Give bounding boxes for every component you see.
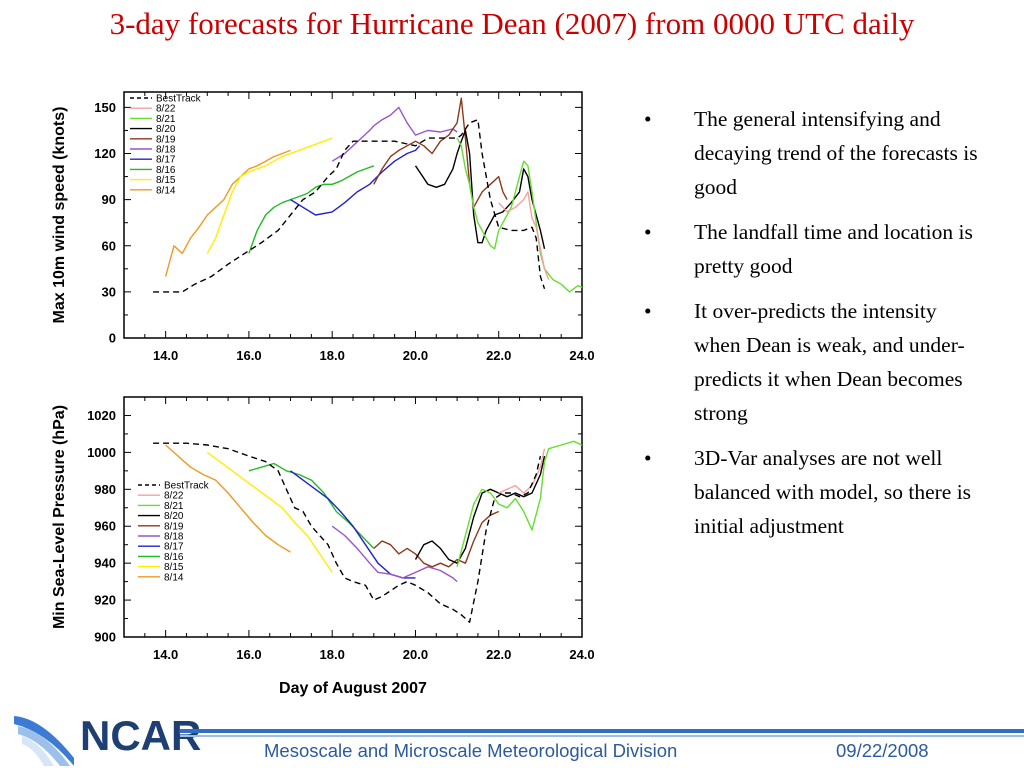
- series-line-besttrack: [153, 442, 542, 623]
- legend-label: 8/14: [164, 572, 184, 583]
- bullet-item: • The landfall time and location is prett…: [640, 215, 980, 283]
- series-line-8-16: [248, 165, 375, 254]
- legend-label: 8/20: [156, 124, 176, 135]
- legend-label: 8/16: [156, 165, 176, 176]
- plot-frame: [123, 91, 583, 339]
- legend-label: 8/14: [156, 185, 176, 196]
- x-tick-label: 18.0: [320, 647, 345, 662]
- y-tick-label: 0: [109, 331, 116, 346]
- bullet-text: 3D-Var analyses are not well balanced wi…: [694, 446, 972, 538]
- slide-title: 3-day forecasts for Hurricane Dean (2007…: [109, 6, 915, 41]
- series-line-8-18: [331, 525, 458, 583]
- legend-label: 8/21: [156, 114, 176, 125]
- legend-label: 8/18: [156, 145, 176, 156]
- legend-label: 8/15: [156, 175, 176, 186]
- y-axis-label: Max 10m wind speed (knots): [51, 107, 68, 324]
- series-line-8-15: [206, 137, 333, 254]
- x-tick-label: 20.0: [403, 647, 428, 662]
- bullet-text: It over-predicts the intensity when Dean…: [694, 299, 965, 425]
- y-tick-label: 980: [94, 482, 116, 497]
- series-line-8-17: [290, 470, 416, 579]
- y-axis-label: Min Sea-Level Pressure (hPa): [51, 405, 68, 629]
- legend-label: 8/19: [164, 521, 184, 532]
- charts-canvas: 14.0 16.0 18.0 20.0 22.0 24.0 0 30 60 90 120 150 Max…: [51, 91, 595, 697]
- x-tick-label: 14.0: [153, 647, 178, 662]
- x-tick-label: 16.0: [236, 348, 261, 363]
- y-tick-label: 940: [94, 556, 116, 571]
- y-tick-label: 30: [102, 284, 116, 299]
- y-tick-label: 1020: [87, 408, 116, 423]
- series-line-besttrack: [153, 119, 546, 293]
- y-tick-label: 1000: [87, 445, 116, 460]
- series-line-8-20: [414, 455, 546, 564]
- legend-label: BestTrack: [156, 94, 202, 105]
- series-line-8-21: [456, 137, 583, 293]
- bullet-item: • It over-predicts the intensity when Dea…: [640, 294, 980, 430]
- legend-label: 8/18: [164, 532, 184, 543]
- series-line-8-15: [206, 451, 333, 573]
- legend-label: BestTrack: [164, 481, 210, 492]
- footer-division: Mesoscale and Microscale Meteorological …: [264, 740, 678, 761]
- legend-label: 8/21: [164, 501, 184, 512]
- y-tick-label: 60: [102, 238, 116, 253]
- series-line-8-22: [498, 448, 546, 494]
- bullet-item: • The general intensifying and decaying t…: [640, 102, 980, 204]
- series-line-8-17: [290, 145, 421, 216]
- plot-frame: [123, 396, 583, 638]
- legend-label: 8/22: [164, 491, 184, 502]
- bullet-dot: •: [644, 220, 652, 244]
- legend-label: 8/16: [164, 552, 184, 563]
- y-tick-label: 90: [102, 192, 116, 207]
- series-line-8-18: [331, 106, 458, 162]
- legend-label: 8/19: [156, 134, 176, 145]
- y-tick-label: 960: [94, 519, 116, 534]
- x-tick-label: 22.0: [486, 348, 511, 363]
- y-tick-label: 150: [94, 100, 116, 115]
- legend-label: 8/17: [164, 542, 184, 553]
- bullet-dot: •: [644, 107, 652, 131]
- y-tick-label: 120: [94, 146, 116, 161]
- bullet-text: The landfall time and location is pretty…: [694, 220, 973, 278]
- y-tick-label: 900: [94, 630, 116, 645]
- x-tick-label: 24.0: [569, 647, 594, 662]
- x-tick-label: 14.0: [153, 348, 178, 363]
- x-axis-label: Day of August 2007: [279, 680, 427, 697]
- footer-divider: [180, 729, 1024, 733]
- bullet-dot: •: [644, 299, 652, 323]
- series-line-8-16: [248, 462, 375, 549]
- legend-label: 8/22: [156, 104, 176, 115]
- series-line-8-21: [456, 440, 583, 567]
- legend-label: 8/15: [164, 562, 184, 573]
- series-line-8-19: [373, 510, 499, 568]
- series-line-8-22: [498, 191, 550, 280]
- x-tick-label: 24.0: [569, 348, 594, 363]
- series-line-8-14: [164, 149, 291, 277]
- bullet-list: • The general intensifying and decaying t…: [640, 102, 980, 554]
- y-tick-label: 920: [94, 593, 116, 608]
- footer-date: 09/22/2008: [836, 740, 929, 761]
- x-tick-label: 22.0: [486, 647, 511, 662]
- legend-label: 8/17: [156, 155, 176, 166]
- x-tick-label: 16.0: [236, 647, 261, 662]
- bullet-item: • 3D-Var analyses are not well balanced w…: [640, 441, 980, 543]
- footer-divider-thin: [180, 735, 1024, 737]
- series-line-8-19: [373, 97, 508, 208]
- series-line-8-20: [414, 129, 546, 249]
- x-tick-label: 18.0: [320, 348, 345, 363]
- bullet-dot: •: [644, 446, 652, 470]
- x-tick-label: 20.0: [403, 348, 428, 363]
- bullet-text: The general intensifying and decaying tr…: [694, 107, 978, 199]
- ncar-logo-icon: [14, 716, 74, 766]
- series-line-8-14: [165, 444, 291, 553]
- legend-label: 8/20: [164, 511, 184, 522]
